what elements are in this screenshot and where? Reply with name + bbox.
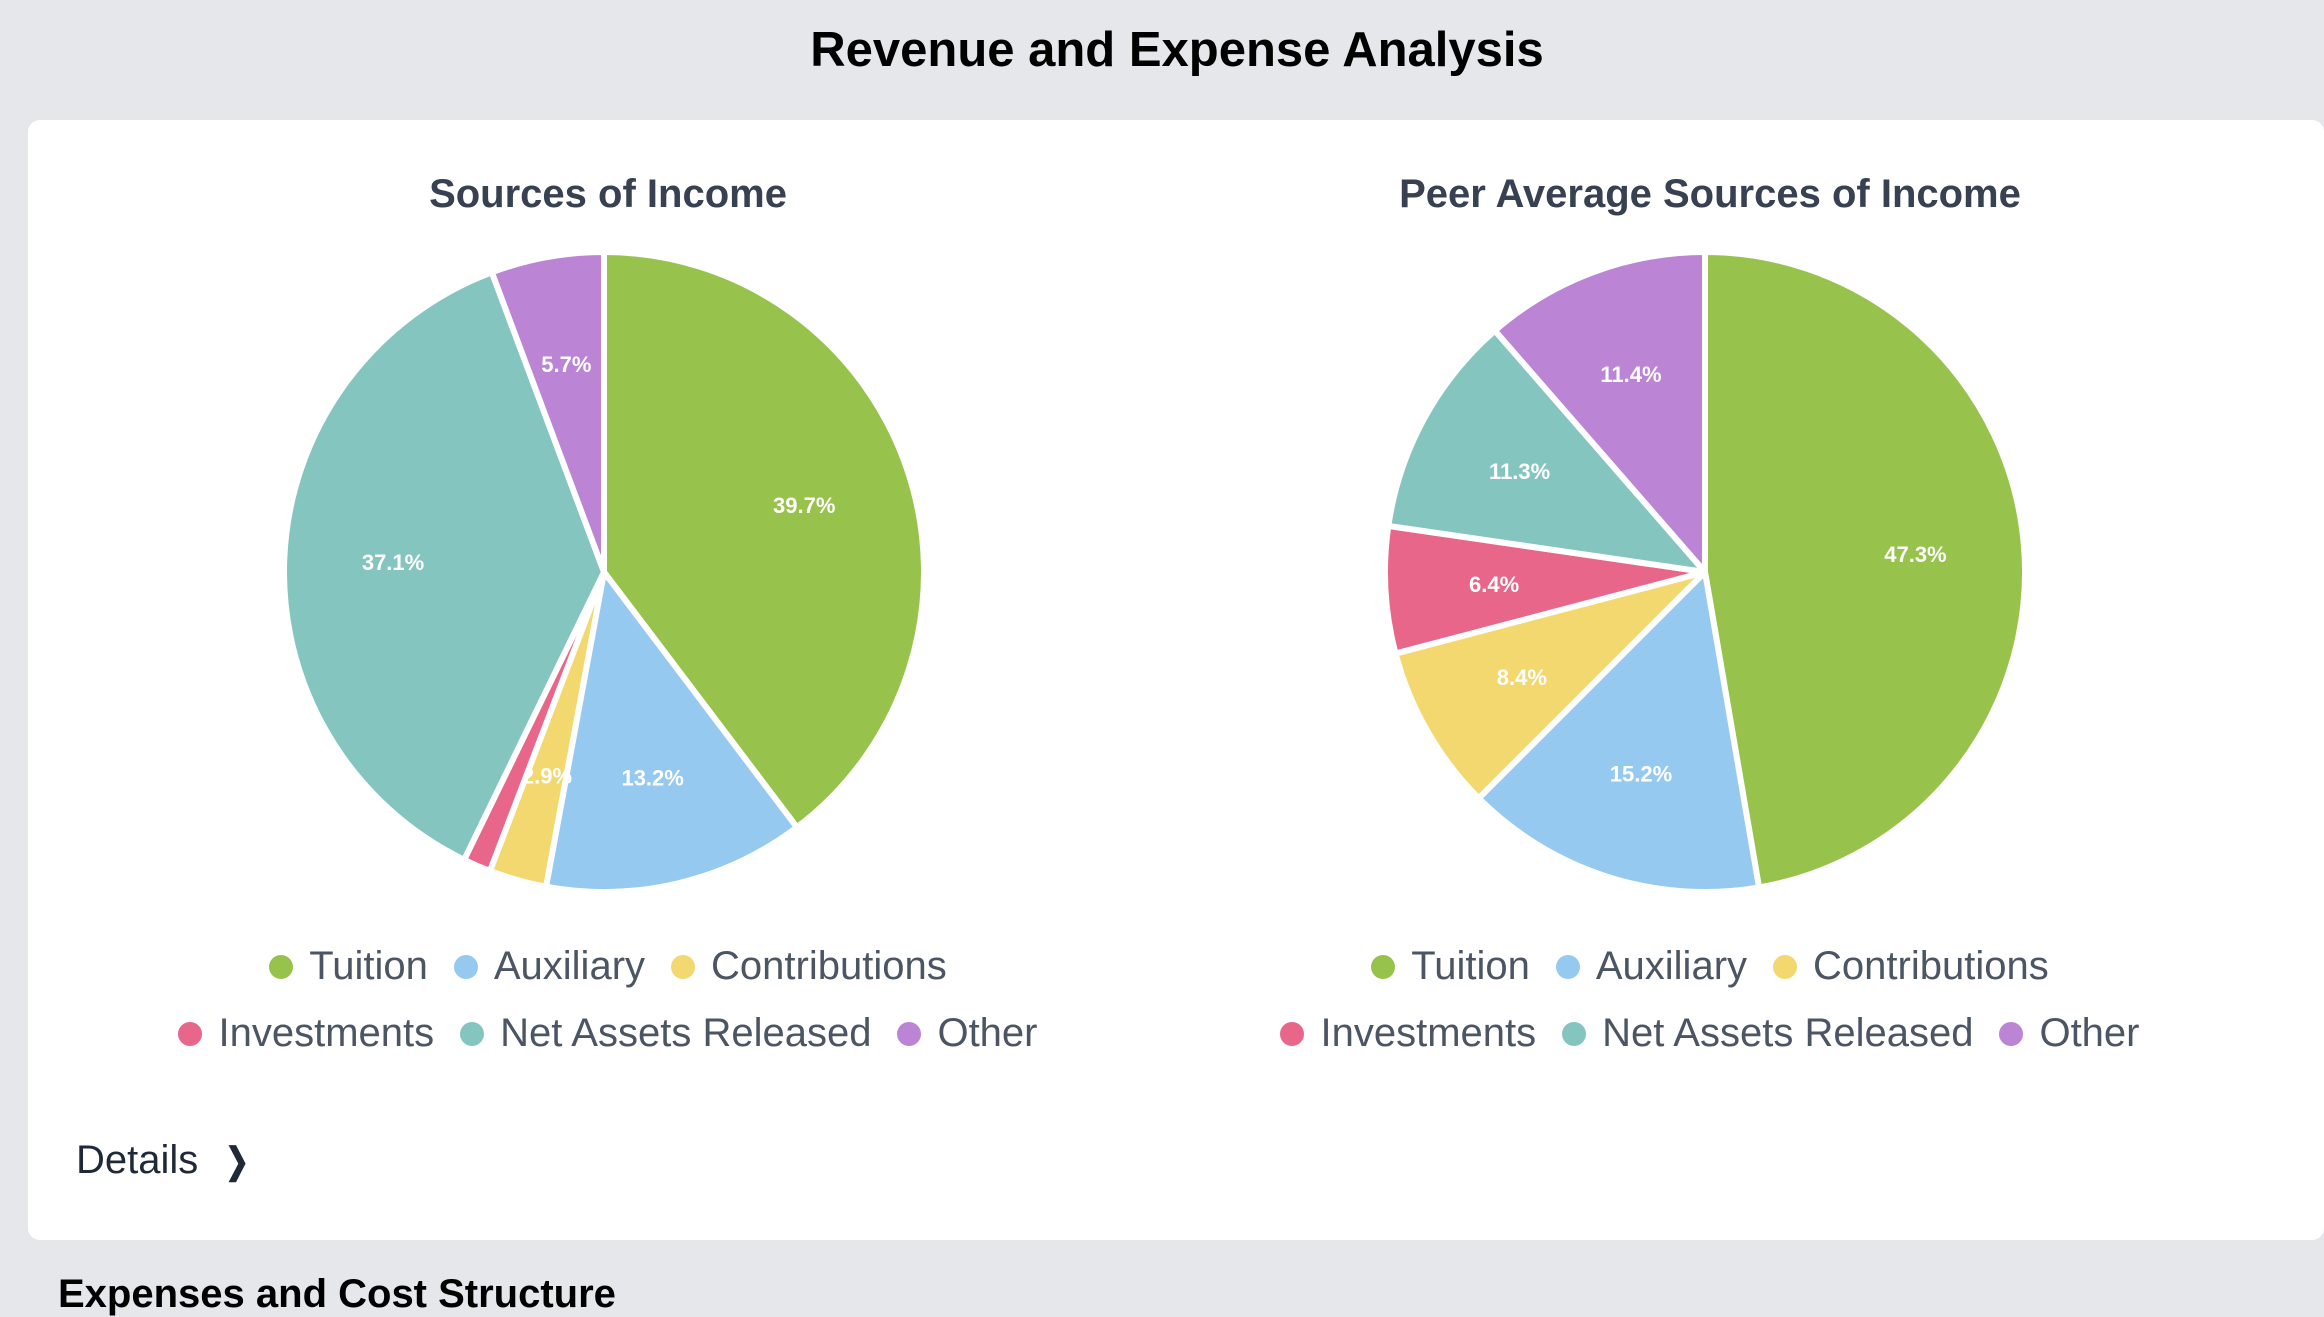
legend-item-investments[interactable]: Investments [178,1011,434,1056]
pie-slice-net-assets-released[interactable] [1385,327,1708,575]
slice-value-label: 37.1% [362,550,424,575]
slice-value-label: 5.7% [541,352,591,377]
legend-label: Investments [1320,1011,1537,1055]
legend-swatch [1773,954,1798,979]
legend-item-other[interactable]: Other [897,1011,1038,1056]
legend-swatch [453,954,478,979]
legend-swatch [460,1021,485,1046]
legend-swatch [897,1021,922,1046]
pie-slice-auxiliary[interactable] [1475,569,1763,895]
slice-value-label: 13.2% [621,766,683,791]
pie-slice-tuition[interactable] [1702,249,2028,891]
pie-slice-contributions[interactable] [1392,569,1708,802]
chart-title-peer-income: Peer Average Sources of Income [1399,172,2021,216]
slice-value-label: 15.2% [1610,761,1672,786]
legend-label: Investments [218,1011,435,1055]
pie-slice-auxiliary[interactable] [543,569,800,895]
legend-label: Contributions [1813,944,2049,988]
details-label: Details [76,1138,199,1182]
legend-label: Other [2039,1011,2140,1055]
legend-swatch [1371,954,1396,979]
page-title: Revenue and Expense Analysis [810,23,1544,77]
legend-label: Contributions [711,944,947,988]
slice-value-label: 11.3% [1489,459,1550,484]
legend-label: Auxiliary [1595,944,1748,988]
legend-item-investments[interactable]: Investments [1280,1011,1536,1056]
legend-label: Tuition [309,944,428,988]
pie-slice-net-assets-released[interactable] [281,269,607,863]
legend-swatch [178,1021,203,1046]
section-title-expenses: Expenses and Cost Structure [58,1272,616,1316]
pie-chart-peer-income: 47.3% 15.2% 8.4% 6.4% 11.3% 11.4% [1382,249,2028,895]
slice-value-label: 8.4% [1497,665,1547,690]
chart-title-income: Sources of Income [429,172,787,216]
legend-item-other[interactable]: Other [1999,1011,2140,1056]
legend-swatch [1562,1021,1587,1046]
legend-item-contributions[interactable]: Contributions [1773,944,2049,989]
legend-swatch [1999,1021,2024,1046]
slice-value-label: 47.3% [1884,542,1946,567]
legend-label: Other [937,1011,1038,1055]
legend-label: Net Assets Released [500,1011,872,1055]
legend-swatch [1280,1021,1305,1046]
legend-item-auxiliary[interactable]: Auxiliary [453,944,646,989]
slice-value-label: 11.4% [1600,362,1661,387]
legend-item-tuition[interactable]: Tuition [269,944,428,989]
legend-label: Auxiliary [493,944,646,988]
legend-swatch [671,954,696,979]
slice-value-label: 6.4% [1469,572,1519,597]
legend-item-contributions[interactable]: Contributions [671,944,947,989]
legend-swatch [1555,954,1580,979]
pie-chart-income: 39.7%13.2%2.9%37.1%5.7% [281,249,927,895]
revenue-card: Sources of Income Peer Average Sources o… [28,120,2324,1240]
legend-swatch [269,954,294,979]
pie-slice-tuition[interactable] [601,249,927,831]
pie-slice-other[interactable] [1491,249,1708,575]
legend-item-net-assets-released[interactable]: Net Assets Released [1562,1011,1973,1056]
details-link[interactable]: Details ❯ [76,1138,252,1183]
slice-value-label: 39.7% [773,493,835,518]
legend-item-net-assets-released[interactable]: Net Assets Released [460,1011,871,1056]
legend-peer-income: Tuition Auxiliary Contributions Investments… [1130,944,2290,1056]
chevron-right-icon: ❯ [225,1139,250,1181]
legend-label: Tuition [1411,944,1530,988]
legend-item-auxiliary[interactable]: Auxiliary [1555,944,1748,989]
legend-item-tuition[interactable]: Tuition [1371,944,1530,989]
legend-income: Tuition Auxiliary Contributions Investments… [28,944,1188,1056]
pie-slice-other[interactable] [488,249,607,575]
legend-label: Net Assets Released [1602,1011,1974,1055]
